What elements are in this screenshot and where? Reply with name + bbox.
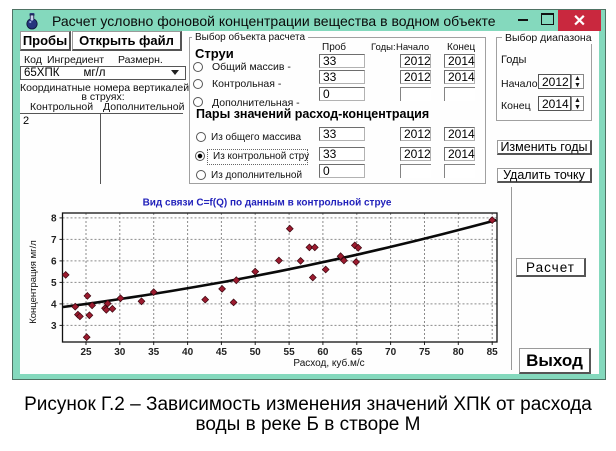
svg-text:85: 85 [487,347,499,358]
svg-text:45: 45 [216,347,228,358]
svg-text:Расход, куб.м/с: Расход, куб.м/с [293,357,364,369]
svg-text:50: 50 [250,347,262,358]
svg-text:65: 65 [351,347,363,358]
svg-text:80: 80 [453,347,465,358]
svg-text:7: 7 [51,235,57,246]
svg-text:3: 3 [51,321,57,332]
svg-text:8: 8 [51,213,57,224]
svg-text:60: 60 [317,347,329,358]
svg-text:75: 75 [419,347,431,358]
svg-text:5: 5 [51,278,57,289]
svg-text:55: 55 [284,347,296,358]
svg-text:Вид связи C=f(Q) по данным в к: Вид связи C=f(Q) по данным в контрольной… [143,198,392,209]
svg-text:40: 40 [182,347,194,358]
svg-text:Концентрация мг/л: Концентрация мг/л [28,240,39,324]
svg-text:4: 4 [51,299,57,310]
svg-text:35: 35 [148,347,160,358]
svg-text:25: 25 [80,347,92,358]
svg-text:70: 70 [385,347,397,358]
svg-text:6: 6 [51,256,57,267]
svg-text:30: 30 [114,347,126,358]
